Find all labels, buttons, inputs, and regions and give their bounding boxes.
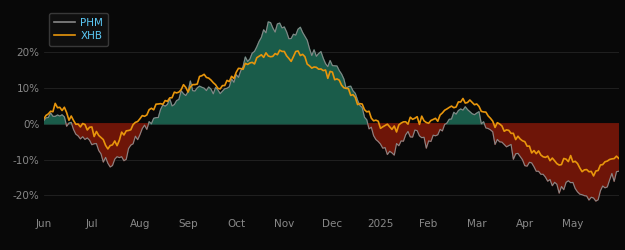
Legend: PHM, XHB: PHM, XHB <box>49 13 108 46</box>
